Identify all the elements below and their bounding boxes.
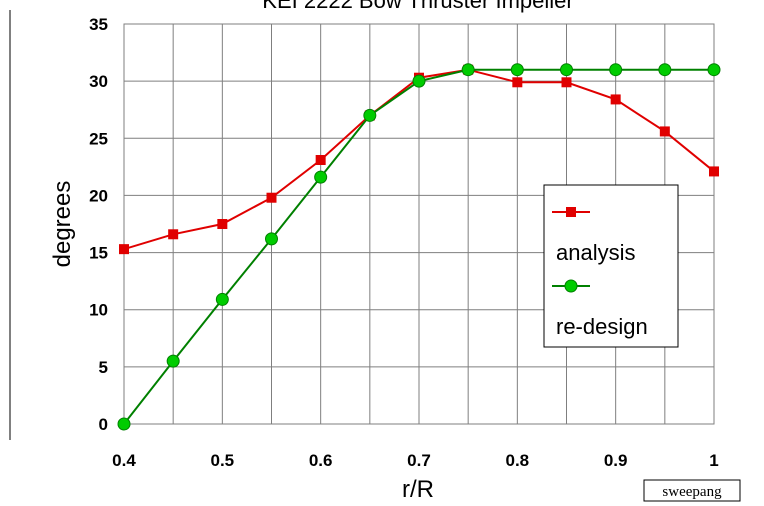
sweepang-tag-box xyxy=(643,479,741,502)
y-tick-label: 0 xyxy=(99,415,108,434)
re-design-point xyxy=(707,63,721,77)
x-tick-label: 0.6 xyxy=(309,451,333,470)
re-design-point xyxy=(166,354,180,368)
chart-title: KEI 2222 Bow Thruster Impeller xyxy=(262,0,573,13)
re-design-point xyxy=(412,74,426,88)
re-design-point xyxy=(461,63,475,77)
x-axis-title: r/R xyxy=(402,476,434,503)
re-design-point xyxy=(265,232,278,246)
re-design-point xyxy=(609,63,623,77)
re-design-point xyxy=(117,417,131,431)
re-design-point xyxy=(560,63,573,77)
plot-area-border xyxy=(123,23,715,425)
legend: analysis re-design xyxy=(543,184,679,348)
legend-redesign-marker xyxy=(564,279,578,293)
y-tick-label: 35 xyxy=(89,15,108,34)
re-design-point xyxy=(314,170,328,184)
y-axis-title: degrees xyxy=(49,181,76,268)
y-tick-label: 10 xyxy=(89,301,108,320)
analysis-point xyxy=(659,126,670,137)
re-design-point xyxy=(215,292,229,306)
analysis-point xyxy=(315,155,326,165)
analysis-point xyxy=(709,166,719,177)
y-tick-label: 30 xyxy=(89,72,108,91)
sweepang-tag-label: sweepang xyxy=(662,484,722,500)
legend-redesign-label: re-design xyxy=(556,314,648,339)
x-tick-label: 1 xyxy=(709,451,718,470)
analysis-point xyxy=(119,244,129,255)
analysis-point xyxy=(266,192,277,203)
x-tick-label: 0.5 xyxy=(211,451,235,470)
re-design-point xyxy=(510,63,524,77)
x-tick-label: 0.7 xyxy=(407,451,431,470)
y-tick-label: 15 xyxy=(89,244,108,263)
legend-analysis-marker xyxy=(566,207,576,217)
re-design-point xyxy=(363,108,377,122)
analysis-point xyxy=(561,77,572,88)
x-tick-labels: 0.4 0.5 0.6 0.7 0.8 0.9 1 xyxy=(112,451,719,470)
sweepang-tag: sweepang xyxy=(643,479,741,502)
y-tick-labels: 0 5 10 15 20 25 30 35 xyxy=(89,15,108,434)
y-tick-label: 25 xyxy=(89,129,108,148)
series-group xyxy=(117,63,721,431)
analysis-point xyxy=(217,219,228,229)
y-tick-label: 20 xyxy=(89,186,108,205)
legend-analysis-label: analysis xyxy=(556,240,635,265)
y-tick-label: 5 xyxy=(99,358,108,377)
analysis-point xyxy=(512,77,523,88)
x-tick-label: 0.4 xyxy=(112,451,136,470)
re-design-point xyxy=(658,63,672,77)
x-tick-label: 0.8 xyxy=(506,451,530,470)
analysis-point xyxy=(168,229,179,240)
x-tick-label: 0.9 xyxy=(604,451,628,470)
analysis-point xyxy=(610,94,621,105)
